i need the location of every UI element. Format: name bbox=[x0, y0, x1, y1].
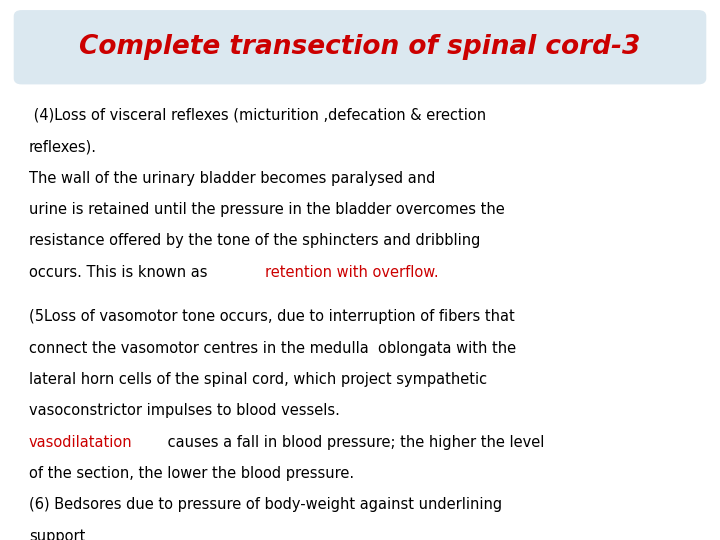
Text: retention with overflow.: retention with overflow. bbox=[265, 265, 438, 280]
Text: causes a fall in blood pressure; the higher the level: causes a fall in blood pressure; the hig… bbox=[163, 435, 544, 450]
Text: The wall of the urinary bladder becomes paralysed and: The wall of the urinary bladder becomes … bbox=[29, 171, 435, 186]
Text: connect the vasomotor centres in the medulla  oblongata with the: connect the vasomotor centres in the med… bbox=[29, 341, 516, 356]
Text: vasodilatation: vasodilatation bbox=[29, 435, 132, 450]
Text: Complete transection of spinal cord-3: Complete transection of spinal cord-3 bbox=[79, 34, 641, 60]
Text: support: support bbox=[29, 529, 85, 540]
Text: lateral horn cells of the spinal cord, which project sympathetic: lateral horn cells of the spinal cord, w… bbox=[29, 372, 487, 387]
Text: vasoconstrictor impulses to blood vessels.: vasoconstrictor impulses to blood vessel… bbox=[29, 403, 340, 418]
Text: resistance offered by the tone of the sphincters and dribbling: resistance offered by the tone of the sp… bbox=[29, 233, 480, 248]
FancyBboxPatch shape bbox=[14, 11, 706, 84]
Text: occurs. This is known as: occurs. This is known as bbox=[29, 265, 212, 280]
Text: (5Loss of vasomotor tone occurs, due to interruption of fibers that: (5Loss of vasomotor tone occurs, due to … bbox=[29, 309, 515, 325]
Text: of the section, the lower the blood pressure.: of the section, the lower the blood pres… bbox=[29, 466, 354, 481]
Text: (6) Bedsores due to pressure of body-weight against underlining: (6) Bedsores due to pressure of body-wei… bbox=[29, 497, 502, 512]
Text: reflexes).: reflexes). bbox=[29, 139, 96, 154]
Text: (4)Loss of visceral reflexes (micturition ,defecation & erection: (4)Loss of visceral reflexes (micturitio… bbox=[29, 108, 486, 123]
Text: urine is retained until the pressure in the bladder overcomes the: urine is retained until the pressure in … bbox=[29, 202, 505, 217]
